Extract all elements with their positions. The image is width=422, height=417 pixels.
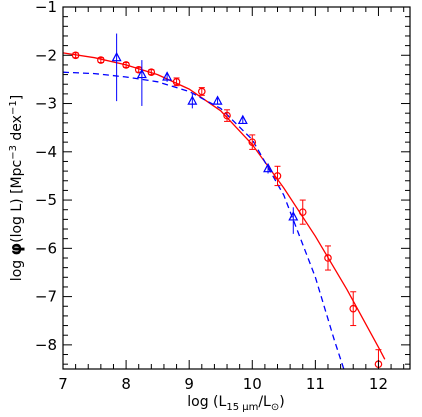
red-circle-point bbox=[273, 172, 282, 180]
x-tick-label: 10 bbox=[243, 375, 262, 393]
red-circle-point bbox=[298, 208, 307, 216]
blue-triangle-point bbox=[162, 71, 173, 81]
y-tick-label: −8 bbox=[35, 336, 57, 354]
blue-triangle-point bbox=[187, 95, 198, 105]
red-circle-point bbox=[71, 51, 80, 60]
x-tick-label: 12 bbox=[369, 375, 388, 393]
blue-triangle-point bbox=[288, 211, 299, 221]
x-tick-label: 8 bbox=[121, 375, 131, 393]
blue-triangle-point bbox=[237, 114, 248, 125]
x-axis-title: log (L15 μm/L⊙) bbox=[187, 394, 284, 413]
y-tick-label: −3 bbox=[35, 95, 57, 113]
red-circle-point bbox=[349, 304, 358, 313]
red-circle-point bbox=[147, 68, 156, 76]
red-circle-point bbox=[324, 254, 332, 262]
y-axis-ticks: −8 −7 −6 −5 −4 −3 −2 −1 bbox=[35, 0, 410, 365]
blue-triangle-point bbox=[263, 162, 274, 173]
y-tick-label: −2 bbox=[35, 46, 57, 64]
blue-triangle-point bbox=[136, 68, 147, 79]
y-axis-title: log φ(log L) [Mpc−3 dex−1] bbox=[6, 95, 25, 281]
data-points bbox=[71, 33, 383, 369]
red-circle-point bbox=[172, 78, 181, 86]
x-tick-label: 7 bbox=[58, 375, 68, 393]
y-tick-label: −6 bbox=[35, 239, 57, 257]
blue-triangle-point bbox=[212, 95, 223, 105]
blue-triangle-point bbox=[111, 51, 122, 62]
y-tick-label: −4 bbox=[35, 143, 57, 161]
red-circle-point bbox=[198, 87, 206, 96]
x-axis-ticks: 7 8 9 10 11 12 bbox=[58, 7, 405, 393]
red-circle-point bbox=[223, 111, 231, 120]
y-tick-label: −5 bbox=[35, 191, 57, 209]
blue-dashed-curve bbox=[63, 71, 345, 369]
red-solid-curve bbox=[63, 52, 386, 360]
plot-frame bbox=[62, 6, 411, 370]
x-tick-label: 11 bbox=[306, 375, 325, 393]
x-tick-label: 9 bbox=[184, 375, 194, 393]
y-tick-label: −1 bbox=[35, 0, 57, 16]
red-circle-point bbox=[122, 61, 130, 69]
red-circle-point bbox=[248, 138, 257, 146]
red-circle-point bbox=[97, 56, 105, 64]
model-curves bbox=[63, 52, 386, 369]
y-tick-label: −7 bbox=[35, 288, 57, 306]
